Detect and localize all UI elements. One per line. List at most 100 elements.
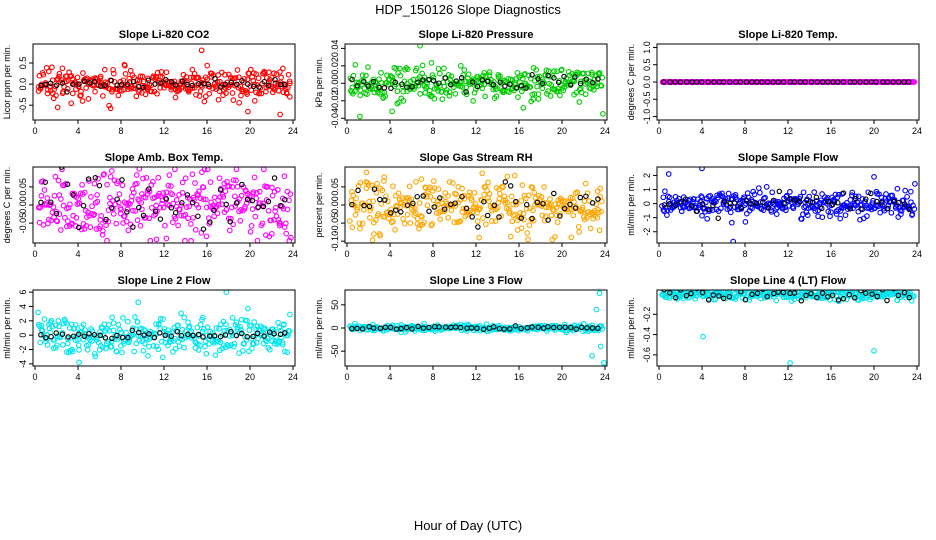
data-point xyxy=(582,180,589,187)
data-point xyxy=(811,189,818,195)
data-point xyxy=(75,342,82,349)
data-point xyxy=(104,181,110,188)
data-point-highlight xyxy=(38,199,44,206)
data-point xyxy=(266,346,273,353)
data-point xyxy=(743,200,749,207)
data-point xyxy=(217,339,224,346)
data-point xyxy=(392,193,399,199)
x-tick-label: 0 xyxy=(32,126,37,136)
data-point-highlight xyxy=(567,201,573,208)
data-point-outlier xyxy=(288,234,294,241)
data-point xyxy=(148,204,155,211)
data-point xyxy=(189,66,196,73)
data-point xyxy=(751,191,758,198)
y-tick-label: 0.00 xyxy=(330,196,340,214)
data-point xyxy=(230,177,237,183)
data-point xyxy=(757,295,764,302)
data-point-highlight xyxy=(211,207,217,214)
data-point xyxy=(132,208,139,214)
data-point xyxy=(378,70,384,76)
data-point xyxy=(825,208,832,215)
chart-panel-1: Slope Li-820 CO2 Licor ppm per min. 0 4 8 12 1… xyxy=(2,29,298,136)
data-point xyxy=(159,354,166,361)
data-point xyxy=(452,90,459,97)
data-point xyxy=(80,321,87,328)
data-point-highlight xyxy=(835,79,841,85)
data-point xyxy=(812,208,819,214)
chart-panel-3: Slope Li-820 Temp. degrees C per min. 0 4 8 1… xyxy=(626,29,922,136)
data-point-outlier xyxy=(871,347,877,354)
y-tick-label: 0 xyxy=(642,201,652,206)
data-point xyxy=(64,340,71,347)
data-point xyxy=(359,220,366,227)
data-point xyxy=(660,194,667,201)
data-point xyxy=(349,224,356,231)
data-point xyxy=(719,190,725,197)
data-point xyxy=(116,191,123,197)
data-point xyxy=(125,227,132,234)
data-point-highlight xyxy=(442,324,449,330)
data-point xyxy=(568,234,575,241)
data-point xyxy=(89,203,95,210)
data-point-highlight xyxy=(366,203,373,210)
y-axis-label: ml/min per min. xyxy=(626,297,636,359)
data-point-highlight xyxy=(523,85,529,91)
data-point xyxy=(524,230,531,236)
data-point xyxy=(204,324,211,330)
y-tick-label: -0.5 xyxy=(18,97,28,113)
data-point xyxy=(200,314,206,321)
x-tick-label: 20 xyxy=(557,372,567,382)
data-point xyxy=(101,321,108,328)
data-point-outlier xyxy=(601,359,607,366)
data-point xyxy=(206,90,213,97)
data-point xyxy=(100,171,107,178)
data-point xyxy=(373,217,379,223)
data-point xyxy=(146,343,152,350)
data-point xyxy=(206,341,213,347)
data-point xyxy=(172,167,178,173)
data-point-outlier xyxy=(76,359,82,366)
data-point xyxy=(902,187,909,194)
data-point xyxy=(175,222,181,229)
data-point xyxy=(150,178,156,185)
x-tick-label: 24 xyxy=(600,249,610,259)
data-point xyxy=(229,314,236,321)
data-point xyxy=(188,237,194,243)
data-point-highlight xyxy=(109,335,115,342)
data-point-highlight xyxy=(261,78,268,85)
data-point xyxy=(94,198,101,205)
data-point-highlight xyxy=(720,79,727,85)
data-point xyxy=(91,211,98,218)
x-tick-label: 12 xyxy=(783,372,793,382)
data-point xyxy=(446,179,453,185)
data-point xyxy=(157,315,164,322)
data-point-highlight xyxy=(426,208,432,215)
x-tick-label: 8 xyxy=(742,249,747,259)
data-point xyxy=(94,332,101,339)
data-point xyxy=(472,201,479,207)
data-point-outlier xyxy=(665,171,672,177)
data-point xyxy=(248,223,255,229)
data-point xyxy=(183,204,190,210)
x-tick-label: 16 xyxy=(826,249,836,259)
data-point xyxy=(269,184,275,191)
data-point xyxy=(137,222,144,229)
data-point xyxy=(406,183,413,190)
data-point xyxy=(69,348,76,355)
data-point-highlight xyxy=(677,290,684,293)
data-point-highlight xyxy=(791,197,798,203)
data-point xyxy=(773,297,780,304)
data-point xyxy=(243,337,250,343)
y-tick-label: -0.2 xyxy=(642,307,652,323)
data-point-highlight xyxy=(738,290,744,295)
data-point-highlight xyxy=(688,290,694,297)
data-point-highlight xyxy=(114,196,120,202)
data-point xyxy=(167,190,174,196)
data-point xyxy=(664,212,670,218)
data-point xyxy=(127,221,134,228)
data-point xyxy=(471,189,478,196)
data-point xyxy=(49,64,55,71)
data-point xyxy=(72,321,79,328)
data-point-highlight xyxy=(349,325,355,332)
data-point xyxy=(172,215,179,222)
